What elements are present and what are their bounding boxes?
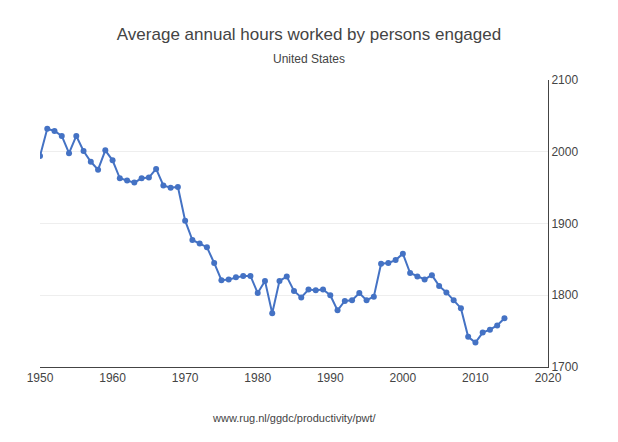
- svg-text:1900: 1900: [551, 217, 578, 231]
- svg-text:1980: 1980: [244, 371, 271, 385]
- svg-text:United States: United States: [273, 52, 345, 66]
- svg-text:www.rug.nl/ggdc/productivity/p: www.rug.nl/ggdc/productivity/pwt/: [212, 412, 377, 424]
- svg-text:1970: 1970: [172, 371, 199, 385]
- svg-text:2010: 2010: [462, 371, 489, 385]
- svg-text:1990: 1990: [317, 371, 344, 385]
- svg-text:1960: 1960: [99, 371, 126, 385]
- svg-text:1700: 1700: [551, 360, 578, 374]
- svg-text:Average annual hours worked by: Average annual hours worked by persons e…: [117, 25, 501, 44]
- svg-text:2000: 2000: [390, 371, 417, 385]
- svg-text:2000: 2000: [551, 145, 578, 159]
- svg-text:1950: 1950: [27, 371, 54, 385]
- svg-text:1800: 1800: [551, 288, 578, 302]
- svg-text:2020: 2020: [535, 371, 562, 385]
- svg-text:2100: 2100: [551, 73, 578, 87]
